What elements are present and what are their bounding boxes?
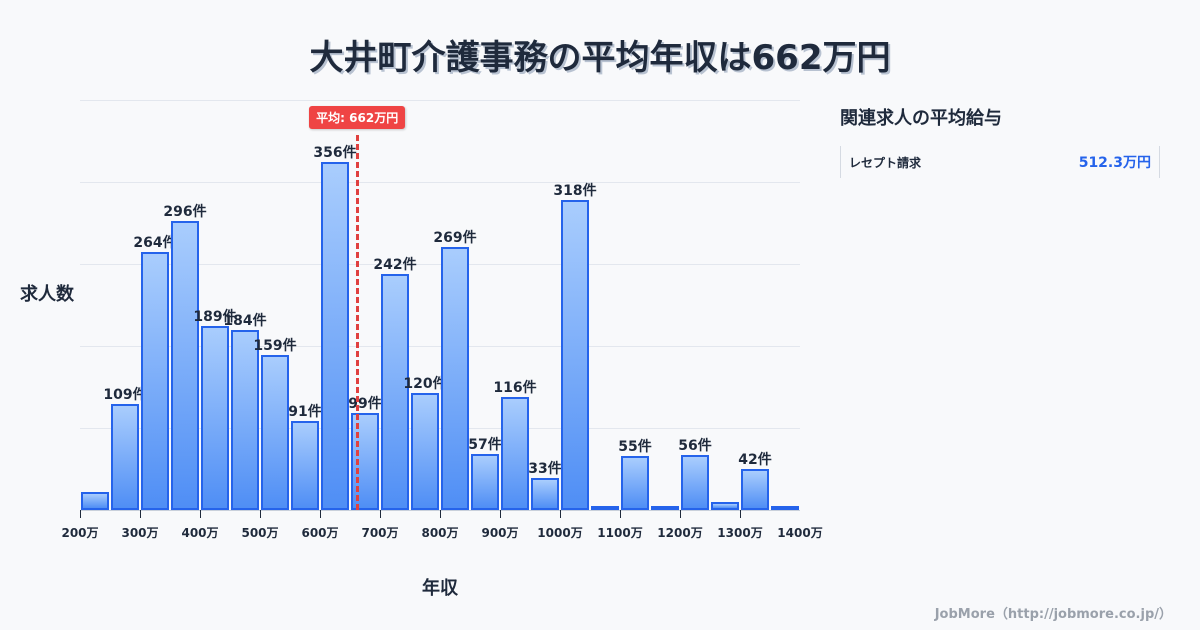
x-tick-label: 900万 (481, 526, 519, 540)
x-tick-label: 1200万 (657, 526, 703, 540)
bar-value-label: 91件 (288, 404, 322, 421)
bar-value-label: 116件 (493, 379, 537, 396)
gridline (80, 346, 800, 347)
x-tick-mark (680, 510, 681, 518)
x-tick-label: 1100万 (597, 526, 643, 540)
bar-value-label: 269件 (433, 230, 477, 247)
bar-value-label: 296件 (163, 204, 207, 221)
x-tick-label: 800万 (421, 526, 459, 540)
bar-value-label: 159件 (253, 337, 297, 354)
x-tick-mark (440, 510, 441, 518)
histogram-bar (291, 421, 319, 510)
x-tick-label: 200万 (61, 526, 99, 540)
histogram-bar (471, 454, 499, 510)
bar-value-label: 184件 (223, 313, 267, 330)
bar-value-label: 99件 (348, 396, 382, 413)
histogram-bar (561, 199, 589, 510)
bar-value-label: 55件 (618, 439, 652, 456)
histogram-bar (141, 252, 169, 510)
x-tick-label: 500万 (241, 526, 279, 540)
related-salary-item[interactable]: レセプト請求 512.3万円 (840, 146, 1160, 178)
histogram-bar (231, 330, 259, 510)
gridline (80, 264, 800, 265)
histogram-bar (201, 325, 229, 510)
related-salary-item-label: レセプト請求 (849, 155, 922, 170)
bar-value-label: 57件 (468, 437, 502, 454)
gridline (80, 182, 800, 183)
histogram-bar (681, 455, 709, 510)
histogram-bar (651, 506, 679, 510)
bar-value-label: 56件 (678, 438, 712, 455)
x-tick-label: 300万 (121, 526, 159, 540)
footer-credit: JobMore（http://jobmore.co.jp/） (934, 607, 1172, 622)
x-tick-label: 1300万 (717, 526, 763, 540)
bar-value-label: 242件 (373, 256, 417, 273)
related-salary-title: 関連求人の平均給与 (840, 108, 1002, 129)
y-axis-label: 求人数 (20, 284, 74, 305)
bar-value-label: 189件 (193, 308, 237, 325)
histogram-bar (81, 492, 109, 510)
x-axis-label: 年収 (422, 578, 458, 599)
average-line (356, 135, 360, 510)
x-tick-label: 700万 (361, 526, 399, 540)
histogram-bar (621, 456, 649, 510)
x-tick-mark (140, 510, 141, 518)
histogram-bar (711, 502, 739, 510)
x-tick-mark (740, 510, 741, 518)
histogram-bar (531, 477, 559, 510)
bar-value-label: 42件 (738, 452, 772, 468)
x-tick-mark (380, 510, 381, 518)
histogram-bar (411, 392, 439, 510)
x-tick-mark (200, 510, 201, 518)
x-tick-label: 1000万 (537, 526, 583, 540)
related-salary-item-value: 512.3万円 (1078, 155, 1151, 171)
x-tick-label: 600万 (301, 526, 339, 540)
histogram-chart: 109件 264件 296件 189件 184件 159件 91件 356件 99件 242件 12… (61, 100, 823, 540)
x-tick-mark (500, 510, 501, 518)
bar-value-label: 318件 (553, 182, 597, 199)
histogram-bar (351, 413, 379, 510)
x-tick-label: 400万 (181, 526, 219, 540)
bar-value-label: 109件 (103, 386, 147, 403)
histogram-bar (261, 354, 289, 510)
histogram-bar (111, 403, 139, 510)
histogram-bar (321, 162, 349, 510)
x-tick-mark (560, 510, 561, 518)
page-title: 大井町介護事務の平均年収は662万円 (309, 38, 891, 78)
histogram-bar (771, 506, 799, 510)
bar-value-label: 33件 (528, 460, 562, 477)
bar-value-label: 264件 (133, 235, 177, 252)
gridline (80, 428, 800, 429)
histogram-bar (501, 396, 529, 510)
x-tick-label: 1400万 (777, 526, 823, 540)
gridline (80, 100, 800, 101)
bar-value-label: 120件 (403, 375, 447, 392)
x-tick-mark (320, 510, 321, 518)
average-badge: 平均: 662万円 (309, 106, 406, 129)
histogram-bar (741, 469, 769, 510)
bar-value-label: 356件 (313, 145, 357, 162)
histogram-bar (381, 273, 409, 510)
x-tick-mark (620, 510, 621, 518)
x-tick-mark (260, 510, 261, 518)
histogram-bar (441, 247, 469, 510)
x-tick-mark (80, 510, 81, 518)
histogram-bar (591, 506, 619, 510)
histogram-bar (171, 221, 199, 510)
